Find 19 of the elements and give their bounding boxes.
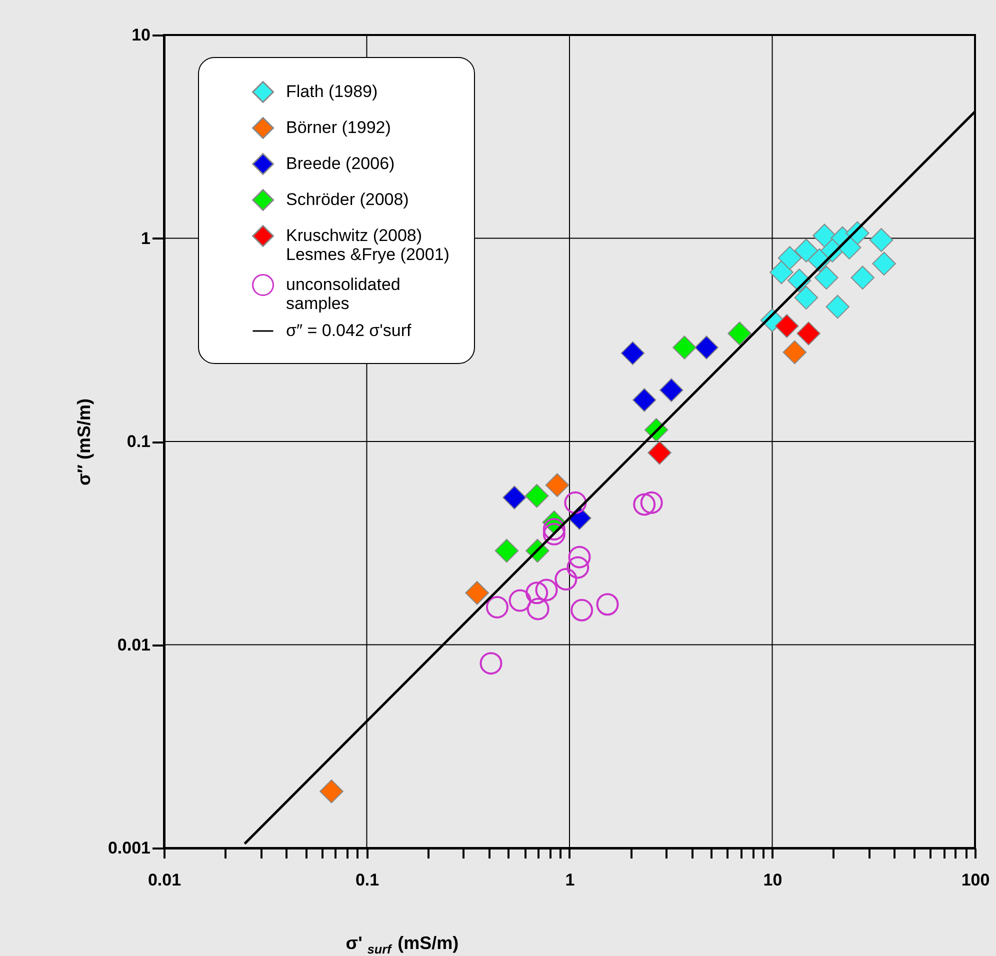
x-tick-label: 1 bbox=[565, 870, 575, 890]
x-axis-title: σ'surf (mS/m) bbox=[346, 933, 459, 956]
legend-label: Schröder (2008) bbox=[286, 190, 409, 209]
legend-label: Flath (1989) bbox=[286, 82, 378, 101]
y-tick-label: 0.1 bbox=[126, 432, 150, 451]
legend-label: Börner (1992) bbox=[286, 118, 391, 137]
y-axis-title: σ″ (mS/m) bbox=[74, 398, 94, 486]
y-tick-label: 10 bbox=[132, 26, 150, 44]
x-tick-label: 10 bbox=[763, 870, 782, 890]
legend-label: σ″ = 0.042 σ'surf bbox=[286, 321, 412, 340]
x-tick-label: 0.1 bbox=[355, 870, 380, 890]
y-tick-label: 0.01 bbox=[117, 635, 150, 654]
legend-label: Kruschwitz (2008) Lesmes &Frye (2001) bbox=[286, 226, 450, 264]
x-tick-label: 0.01 bbox=[148, 870, 182, 890]
legend-label: unconsolidated samples bbox=[286, 275, 400, 313]
y-tick-label: 0.001 bbox=[108, 838, 150, 858]
legend-label: Breede (2006) bbox=[286, 154, 395, 173]
x-tick-label: 100 bbox=[961, 870, 990, 890]
y-tick-label: 1 bbox=[141, 228, 150, 248]
